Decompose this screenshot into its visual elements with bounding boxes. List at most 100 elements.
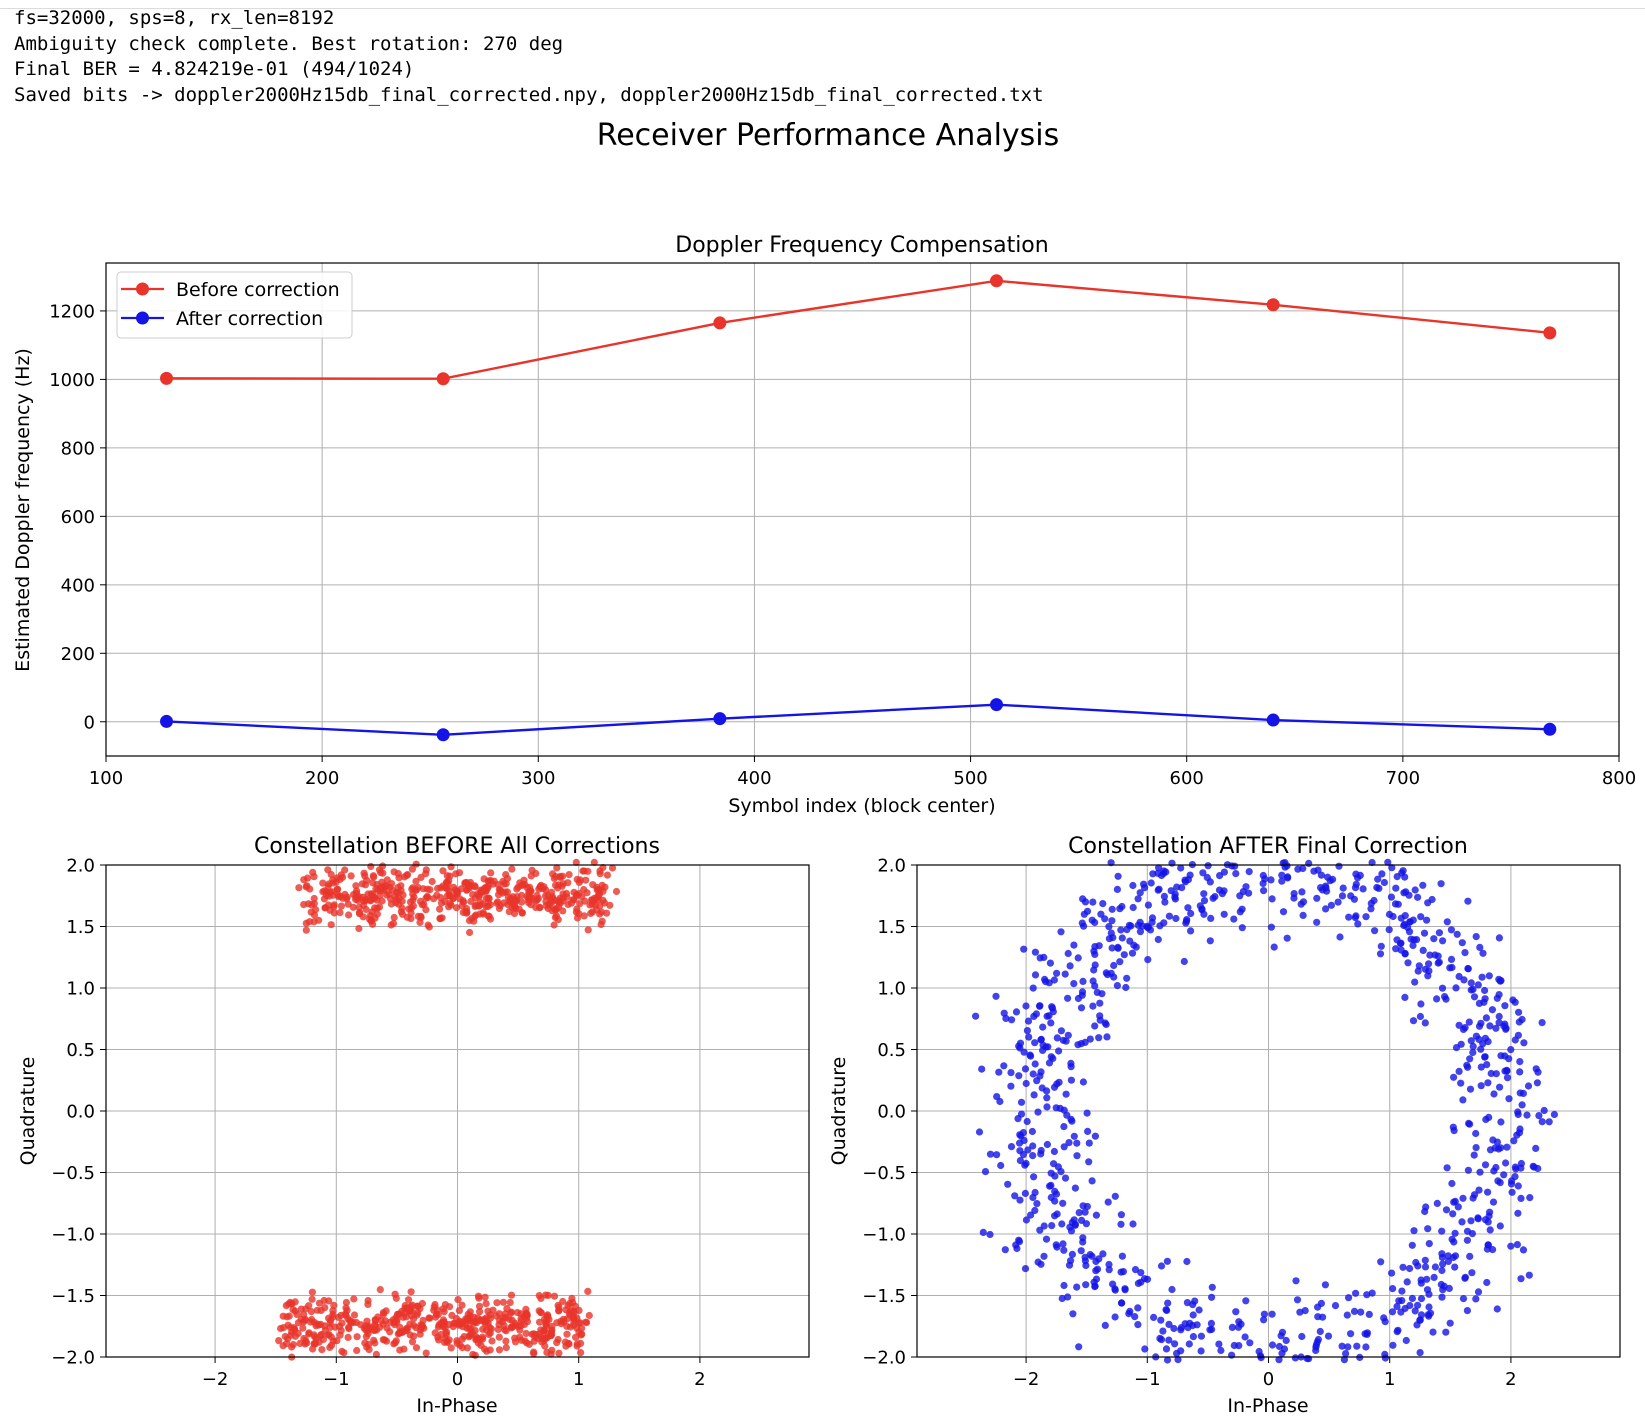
constellation-point: [1141, 1345, 1149, 1353]
constellation-point: [1472, 1032, 1480, 1040]
constellation-point: [580, 886, 588, 894]
constellation-point: [372, 884, 380, 893]
constellation-point: [1141, 884, 1149, 892]
constellation-point: [1466, 1055, 1474, 1063]
constellation-point: [1043, 1012, 1051, 1020]
constellation-point: [1459, 1096, 1467, 1104]
constellation-point: [1154, 935, 1162, 944]
constellation-point: [592, 906, 601, 914]
constellation-point: [371, 914, 379, 922]
constellation-point: [1075, 1343, 1083, 1351]
constellation-point: [1435, 958, 1443, 966]
constellation-point: [1111, 1192, 1119, 1200]
constellation-point: [475, 1302, 484, 1310]
constellation-point: [1215, 886, 1224, 894]
x-tick-label: 200: [305, 768, 339, 789]
constellation-point: [513, 1309, 522, 1317]
constellation-point: [463, 1324, 471, 1332]
constellation-point: [288, 1300, 296, 1308]
constellation-point: [1467, 1037, 1475, 1045]
constellation-point: [1495, 975, 1503, 983]
constellation-point: [1267, 876, 1275, 884]
constellation-point: [1290, 894, 1298, 902]
y-tick-label: 2.0: [66, 856, 95, 877]
constellation-point: [1101, 1321, 1109, 1329]
constellation-point: [1165, 912, 1173, 920]
constellation-point: [1494, 1177, 1502, 1185]
constellation-point: [1435, 929, 1443, 937]
constellation-point: [1136, 889, 1144, 897]
constellation-point: [466, 928, 474, 937]
constellation-point: [1481, 995, 1489, 1003]
legend-box: [116, 271, 353, 339]
constellation-point: [1514, 1110, 1522, 1119]
constellation-point: [1117, 1211, 1125, 1219]
constellation-point: [1083, 907, 1092, 915]
constellation-point: [1079, 1202, 1087, 1210]
constellation-point: [1134, 1304, 1142, 1312]
constellation-point: [1137, 1269, 1145, 1277]
constellation-point: [1123, 974, 1131, 982]
constellation-point: [1171, 1340, 1179, 1348]
constellation-point: [1449, 1210, 1457, 1218]
constellation-after-chart: −2 −1 0 1 2 −2.0 −1.5 −1.0 −0.5 0.0 0.5 1.0 1.5 2.0 C…: [828, 834, 1621, 1416]
constellation-point: [416, 1326, 424, 1334]
constellation-point: [333, 885, 341, 893]
constellation-point: [1116, 958, 1124, 966]
constellation-point: [572, 891, 581, 899]
constellation-point: [1438, 984, 1447, 992]
constellation-point: [406, 1331, 414, 1339]
constellation-point: [1477, 1082, 1485, 1090]
constellation-point: [1007, 1082, 1015, 1090]
constellation-point: [347, 872, 355, 880]
constellation-point: [1532, 1144, 1540, 1152]
constellation-point: [992, 992, 1000, 1000]
constellation-point: [1067, 1063, 1075, 1071]
constellation-point: [296, 1339, 304, 1347]
constellation-point: [1059, 1199, 1067, 1207]
constellation-point: [1439, 937, 1447, 945]
constellation-point: [1200, 890, 1208, 898]
constellation-point: [1397, 914, 1405, 922]
x-tick-label: 600: [1170, 768, 1204, 789]
constellation-point: [1343, 1311, 1351, 1319]
constellation-point: [1157, 1336, 1166, 1344]
constellation-point: [1095, 1255, 1103, 1263]
series-layer: [160, 274, 1557, 742]
constellation-point: [1279, 908, 1288, 916]
constellation-point: [481, 1293, 489, 1301]
constellation-point: [572, 908, 581, 916]
constellation-point: [1060, 1281, 1068, 1290]
constellation-point: [1173, 883, 1181, 891]
constellation-point: [555, 1349, 563, 1357]
constellation-point: [310, 911, 319, 919]
constellation-point: [1451, 1229, 1459, 1237]
constellation-point: [548, 888, 556, 896]
constellation-point: [408, 865, 416, 873]
constellation-point: [1134, 895, 1142, 903]
constellation-point: [483, 1347, 491, 1355]
constellation-point: [506, 1298, 514, 1307]
constellation-point: [1043, 1140, 1051, 1149]
constellation-point: [1236, 908, 1244, 916]
constellation-point: [308, 1288, 316, 1296]
constellation-point: [1426, 1309, 1435, 1317]
constellation-point: [340, 1349, 348, 1357]
constellation-point: [350, 1311, 359, 1319]
constellation-point: [398, 904, 406, 912]
constellation-point: [1204, 862, 1212, 870]
constellation-point: [1466, 1085, 1475, 1093]
constellation-point: [1163, 1356, 1172, 1364]
constellation-point: [564, 1339, 573, 1347]
constellation-point: [435, 1321, 443, 1329]
constellation-point: [1068, 1218, 1076, 1226]
constellation-point: [437, 894, 445, 902]
constellation-point: [1155, 864, 1163, 872]
constellation-point: [339, 873, 347, 881]
constellation-point: [1134, 1321, 1142, 1329]
constellation-point: [508, 865, 516, 873]
constellation-point: [353, 1346, 361, 1355]
constellation-point: [1421, 1207, 1429, 1216]
constellation-point: [1246, 1339, 1254, 1347]
y-axis-label: Quadrature: [828, 1057, 850, 1166]
